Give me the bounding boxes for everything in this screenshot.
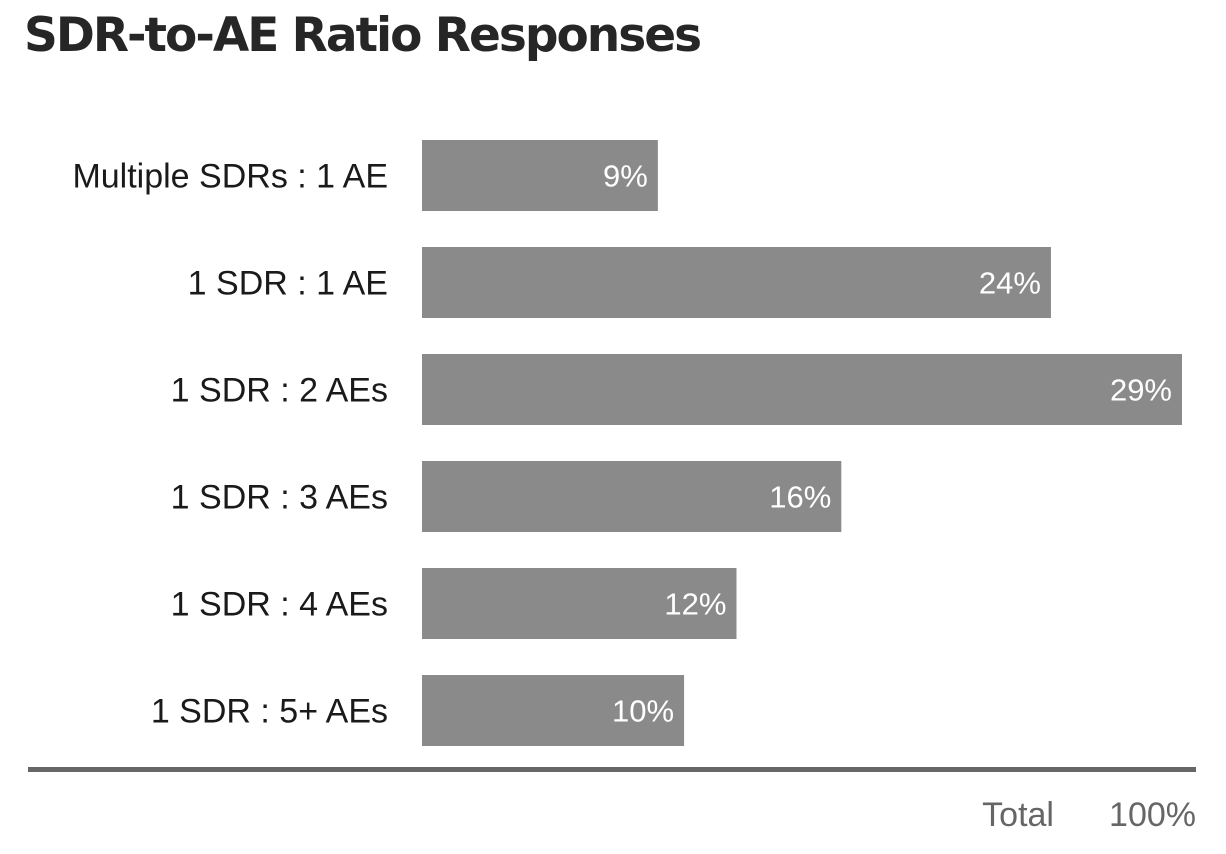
total-divider [28, 767, 1196, 772]
data-label: 29% [1110, 373, 1172, 408]
category-label: 1 SDR : 5+ AEs [151, 693, 388, 731]
category-label: 1 SDR : 3 AEs [171, 479, 388, 517]
bar [422, 247, 1051, 318]
data-label: 9% [603, 159, 648, 194]
bar [422, 675, 685, 746]
total-value: 100% [1109, 796, 1196, 834]
category-label: 1 SDR : 4 AEs [171, 586, 388, 624]
data-label: 10% [612, 694, 674, 729]
bar [422, 354, 1182, 425]
category-label: Multiple SDRs : 1 AE [72, 158, 388, 196]
category-label: 1 SDR : 1 AE [188, 265, 388, 303]
bar [422, 568, 737, 639]
bar-chart: Multiple SDRs : 1 AE 9% 1 SDR : 1 AE 24% 1 S… [72, 140, 1182, 746]
data-label: 12% [664, 587, 726, 622]
data-label: 24% [979, 266, 1041, 301]
bar [422, 461, 842, 532]
category-label: 1 SDR : 2 AEs [171, 372, 388, 410]
total-label: Total [982, 796, 1054, 834]
chart-title: SDR-to-AE Ratio Responses [24, 8, 702, 63]
data-label: 16% [769, 480, 831, 515]
bar [422, 140, 658, 211]
